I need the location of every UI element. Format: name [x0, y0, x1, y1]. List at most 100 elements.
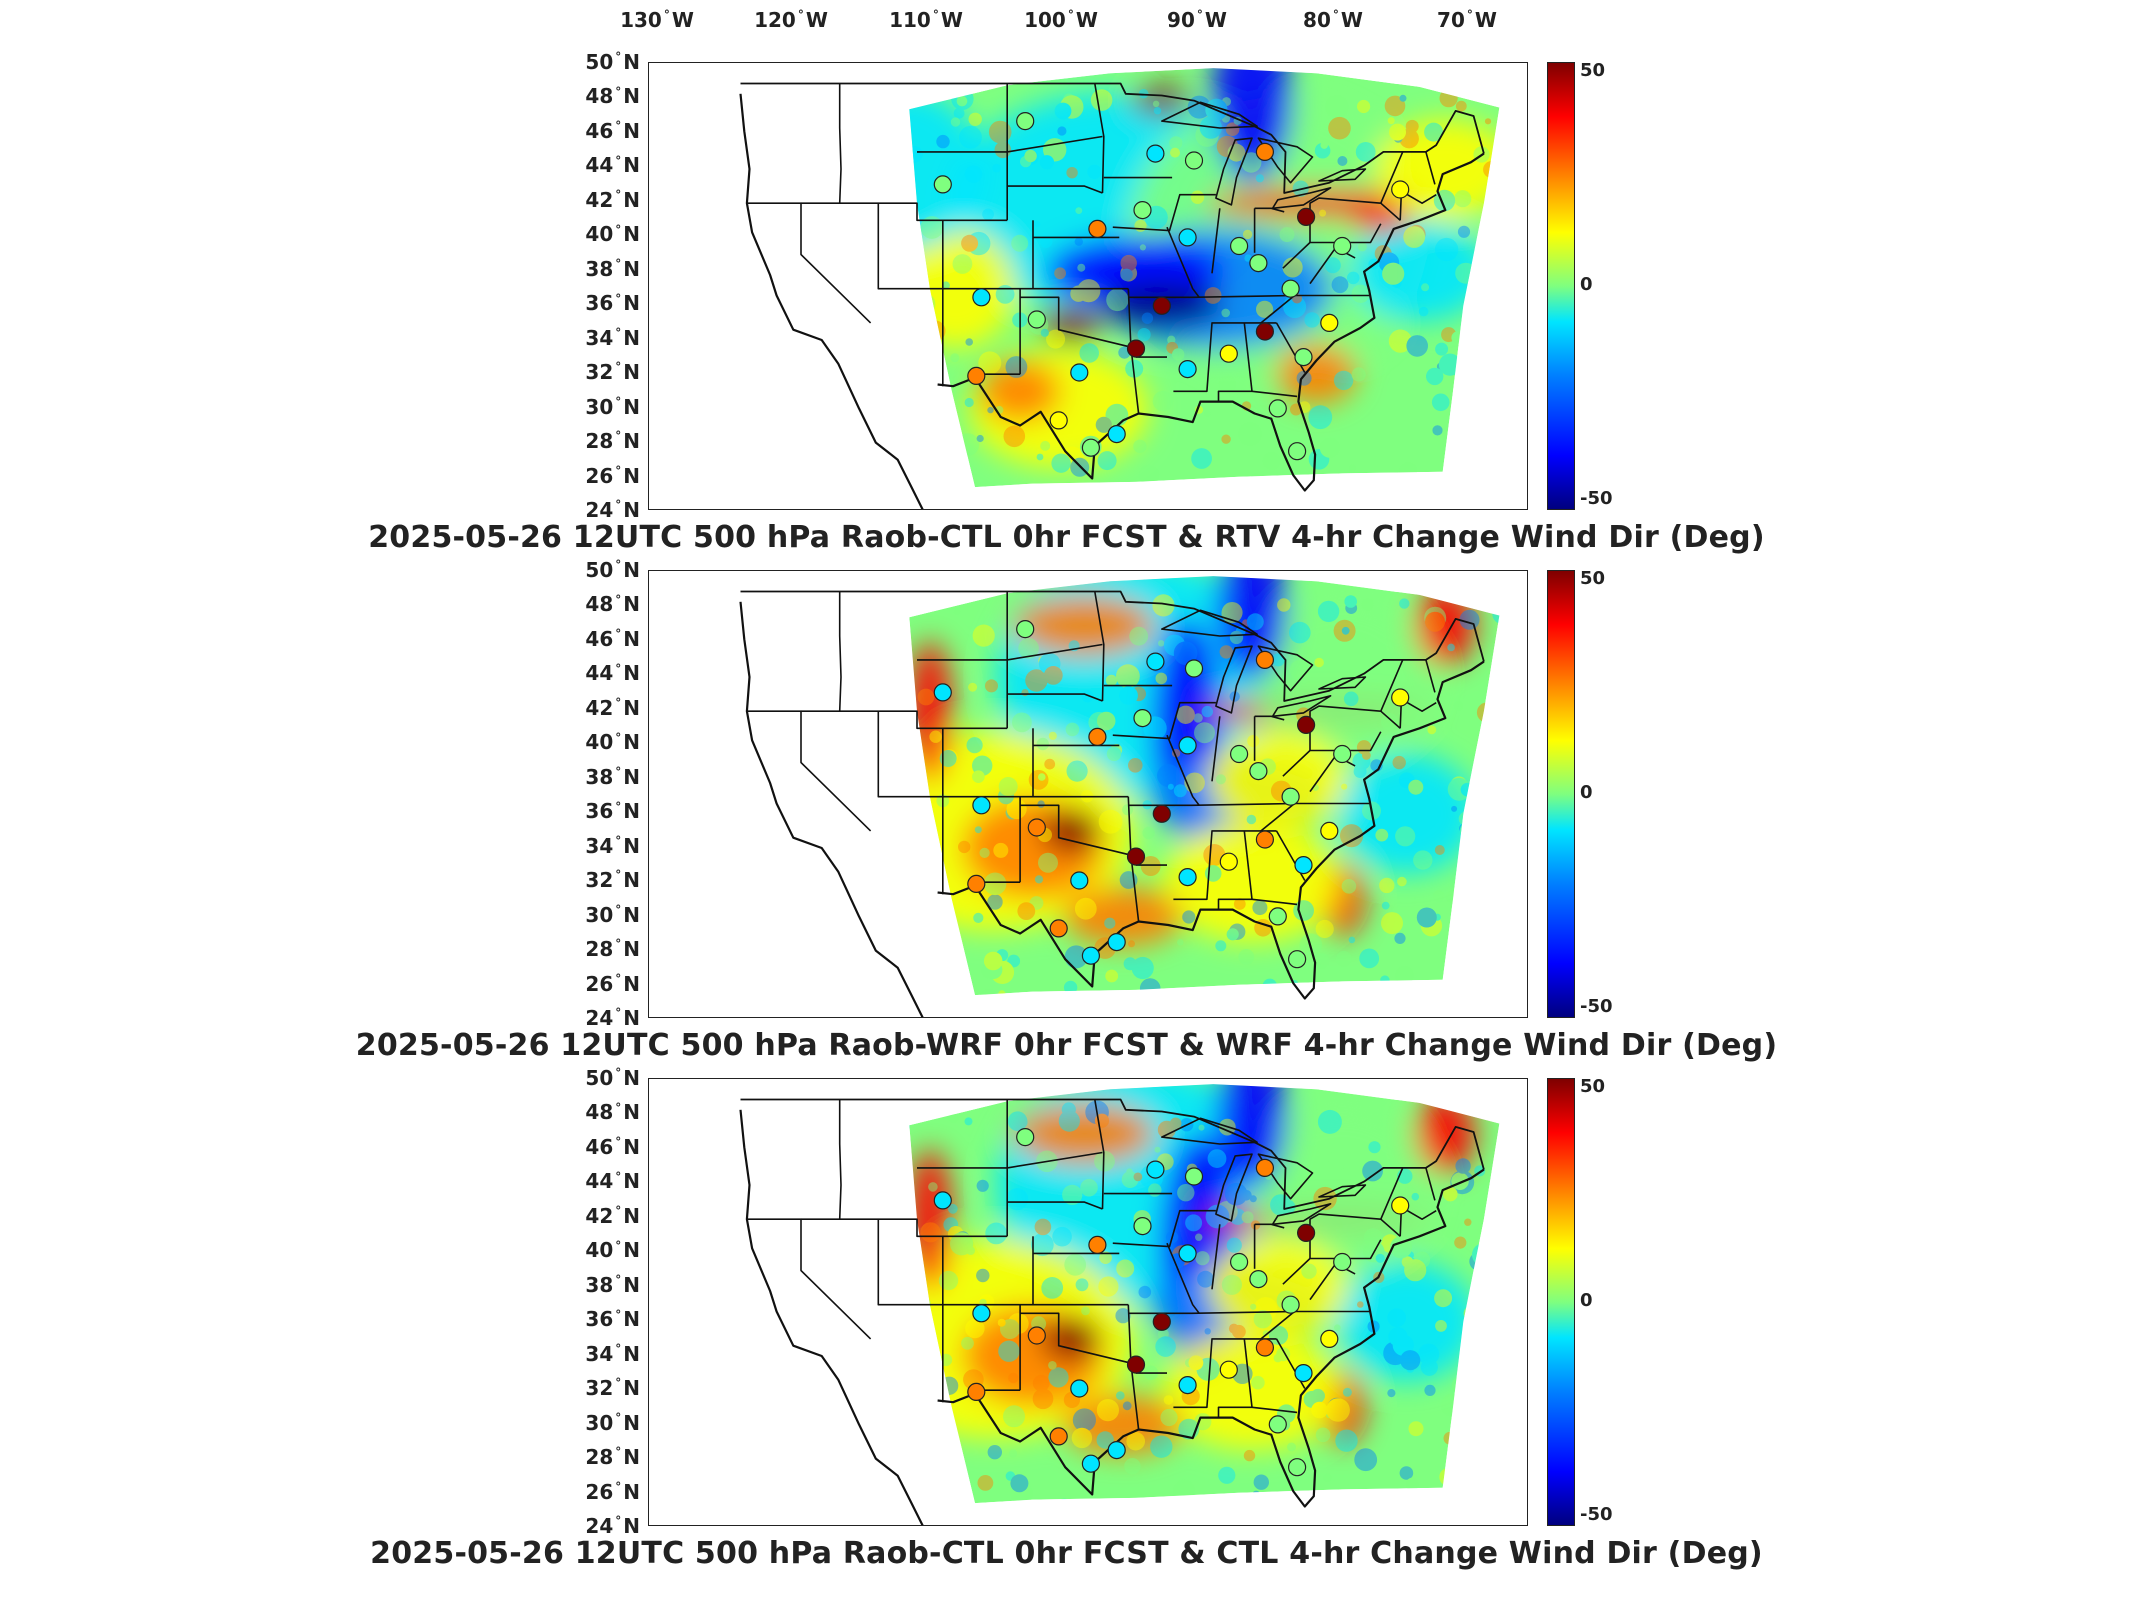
field-speck [1124, 1458, 1141, 1475]
field-speck [1447, 354, 1457, 364]
field-blob [1041, 304, 1102, 341]
longitude-tick-label: 130 ° W [612, 8, 702, 32]
field-speck [1484, 118, 1492, 125]
field-speck [811, 692, 833, 714]
field-speck [1395, 966, 1414, 985]
field-speck [1120, 254, 1137, 272]
field-speck [1455, 262, 1477, 284]
latitude-direction: N [623, 1272, 640, 1297]
degree-symbol: ° [615, 558, 622, 573]
colorbar-tick-label: 50 [1580, 60, 1606, 81]
field-speck [1303, 1457, 1311, 1464]
field-speck [1196, 1357, 1220, 1381]
state-boundary [1211, 716, 1221, 782]
state-boundary [1006, 643, 1103, 729]
field-speck [1425, 611, 1445, 632]
field-speck [953, 107, 965, 119]
field-speck [1511, 814, 1528, 834]
degree-symbol: ° [615, 1273, 622, 1288]
field-speck [1403, 226, 1426, 248]
field-blob [1041, 1316, 1102, 1361]
field-speck [1388, 329, 1412, 353]
field-speck [985, 679, 998, 693]
field-speck [1516, 1428, 1523, 1435]
raob-station-marker [1107, 425, 1126, 444]
field-speck [1104, 917, 1116, 929]
latitude-tick-label: 38 ° N [560, 1273, 640, 1297]
field-speck [1310, 1388, 1325, 1404]
state-boundary [1211, 1224, 1221, 1290]
field-speck [1351, 367, 1366, 382]
field-speck [912, 1469, 923, 1480]
field-speck [1213, 993, 1221, 996]
raob-station-marker [1294, 348, 1313, 367]
field-speck [1170, 147, 1180, 158]
latitude-value: 36 [585, 291, 614, 316]
field-speck [1466, 810, 1487, 830]
latitude-tick-label: 30 ° N [560, 395, 640, 419]
field-speck [1154, 1146, 1161, 1153]
field-speck [815, 808, 830, 823]
field-speck [985, 1222, 1008, 1245]
field-speck [927, 403, 935, 411]
latitude-tick-label: 44 ° N [560, 661, 640, 685]
raob-station-marker [1294, 856, 1313, 875]
field-speck [1447, 643, 1455, 652]
longitude-value: 80 [1303, 8, 1331, 32]
field-speck [1435, 1320, 1447, 1332]
field-speck [958, 840, 971, 854]
latitude-tick-label: 26 ° N [560, 972, 640, 996]
field-speck [1380, 828, 1388, 837]
field-speck [911, 1372, 918, 1380]
field-speck [1431, 393, 1450, 412]
field-speck [1433, 890, 1445, 902]
great-lake [1215, 1153, 1253, 1222]
raob-station-marker [1255, 322, 1275, 341]
raob-station-marker [1249, 1270, 1268, 1289]
field-speck [983, 951, 1003, 971]
field-speck [1314, 954, 1322, 962]
field-speck [1054, 102, 1072, 120]
field-speck [814, 391, 825, 402]
raob-station-marker [1333, 744, 1352, 764]
field-speck [1204, 410, 1211, 417]
degree-symbol: ° [615, 50, 622, 65]
longitude-tick-label: 120 ° W [746, 8, 836, 32]
field-speck [886, 111, 905, 130]
raob-station-marker [1133, 709, 1152, 728]
field-speck [1056, 1498, 1073, 1504]
field-speck [947, 1226, 964, 1242]
field-speck [1395, 826, 1416, 847]
field-speck [1120, 264, 1138, 282]
field-speck [1493, 1166, 1500, 1185]
longitude-tick-label: 110 ° W [881, 8, 971, 32]
field-speck [1420, 1358, 1438, 1376]
field-speck [1375, 828, 1389, 842]
field-speck [1071, 1427, 1093, 1449]
raob-station-marker [1178, 360, 1197, 379]
canada-border [740, 82, 1485, 194]
degree-symbol: ° [615, 1006, 622, 1021]
state-boundary [1399, 190, 1437, 221]
field-speck [1335, 1429, 1358, 1452]
field-speck [1361, 598, 1374, 611]
field-speck [1025, 669, 1048, 692]
state-boundary [1094, 591, 1105, 702]
field-speck [1502, 1335, 1522, 1355]
field-blob [909, 89, 985, 249]
degree-symbol: ° [615, 119, 622, 134]
field-speck [1507, 1152, 1515, 1160]
latitude-value: 34 [585, 325, 614, 350]
degree-symbol: ° [615, 1066, 622, 1081]
field-speck [1169, 1117, 1182, 1130]
field-speck [1325, 95, 1349, 119]
field-speck [1469, 885, 1491, 907]
latitude-direction: N [623, 1445, 640, 1470]
raob-station-marker [1281, 1295, 1300, 1314]
field-speck [1250, 1220, 1261, 1230]
field-speck [1434, 1289, 1453, 1308]
state-boundary [1260, 1310, 1296, 1340]
latitude-value: 48 [585, 1100, 614, 1125]
field-speck [1003, 425, 1026, 448]
field-speck [1471, 1351, 1487, 1367]
